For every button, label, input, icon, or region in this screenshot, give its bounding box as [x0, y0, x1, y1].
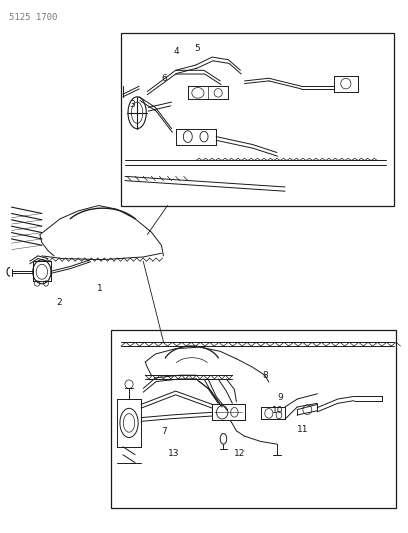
Bar	[111, 330, 397, 508]
Text: 2: 2	[56, 298, 62, 307]
Text: 10: 10	[272, 406, 284, 415]
Text: 13: 13	[168, 449, 179, 458]
Text: 12: 12	[234, 449, 246, 458]
Text: 7: 7	[162, 427, 167, 437]
Bar	[121, 33, 395, 206]
Text: 9: 9	[277, 393, 283, 402]
Text: 8: 8	[263, 370, 268, 379]
Text: 11: 11	[297, 425, 309, 434]
Text: 3: 3	[129, 100, 135, 109]
Text: 4: 4	[174, 47, 179, 56]
Text: 1: 1	[97, 284, 102, 293]
Text: 5125 1700: 5125 1700	[9, 13, 58, 22]
Text: 5: 5	[194, 44, 200, 53]
Text: 6: 6	[162, 74, 167, 83]
